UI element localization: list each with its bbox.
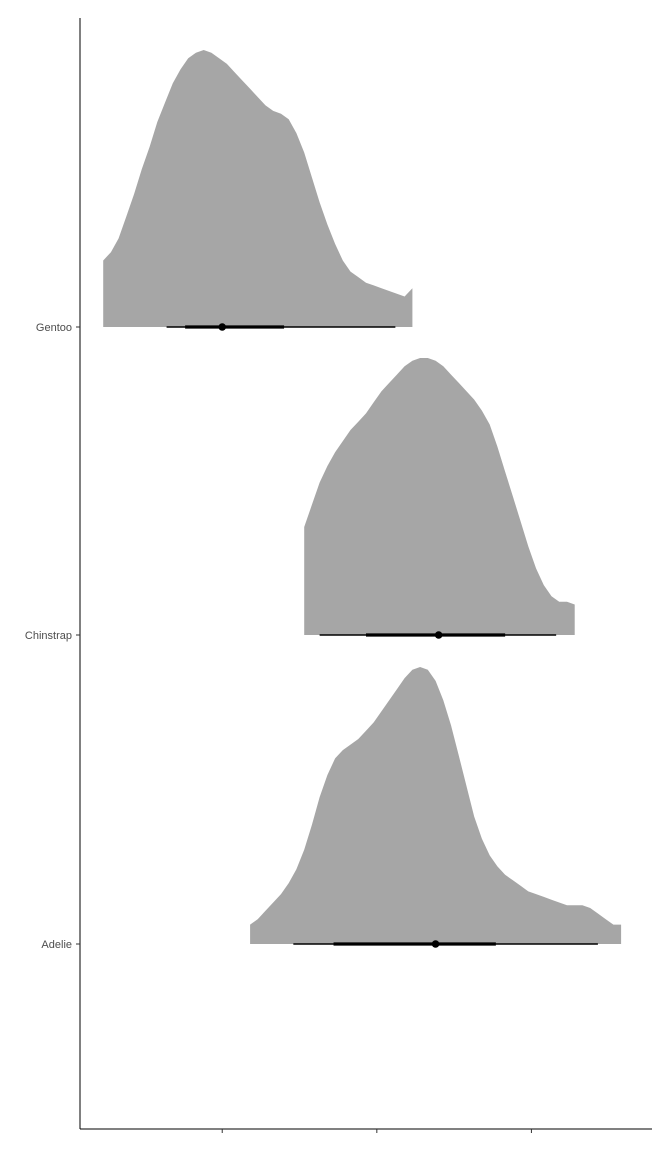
point-estimate-gentoo <box>218 323 227 331</box>
x-ticks <box>221 1129 532 1133</box>
densities-layer <box>103 50 622 944</box>
category-tick-chinstrap: Chinstrap <box>25 630 80 642</box>
category-label-gentoo: Gentoo <box>36 322 72 334</box>
point-estimate-chinstrap <box>434 631 443 639</box>
density-adelie <box>250 667 622 944</box>
y-ticks: Gentoo Chinstrap Adelie <box>25 322 80 951</box>
category-tick-adelie: Adelie <box>41 939 80 951</box>
category-tick-gentoo: Gentoo <box>36 322 80 334</box>
intervals-layer <box>166 323 598 948</box>
point-estimate-adelie <box>431 940 440 948</box>
category-label-adelie: Adelie <box>41 939 72 951</box>
category-label-chinstrap: Chinstrap <box>25 630 72 642</box>
density-chinstrap <box>304 358 575 635</box>
density-gentoo <box>103 50 413 327</box>
